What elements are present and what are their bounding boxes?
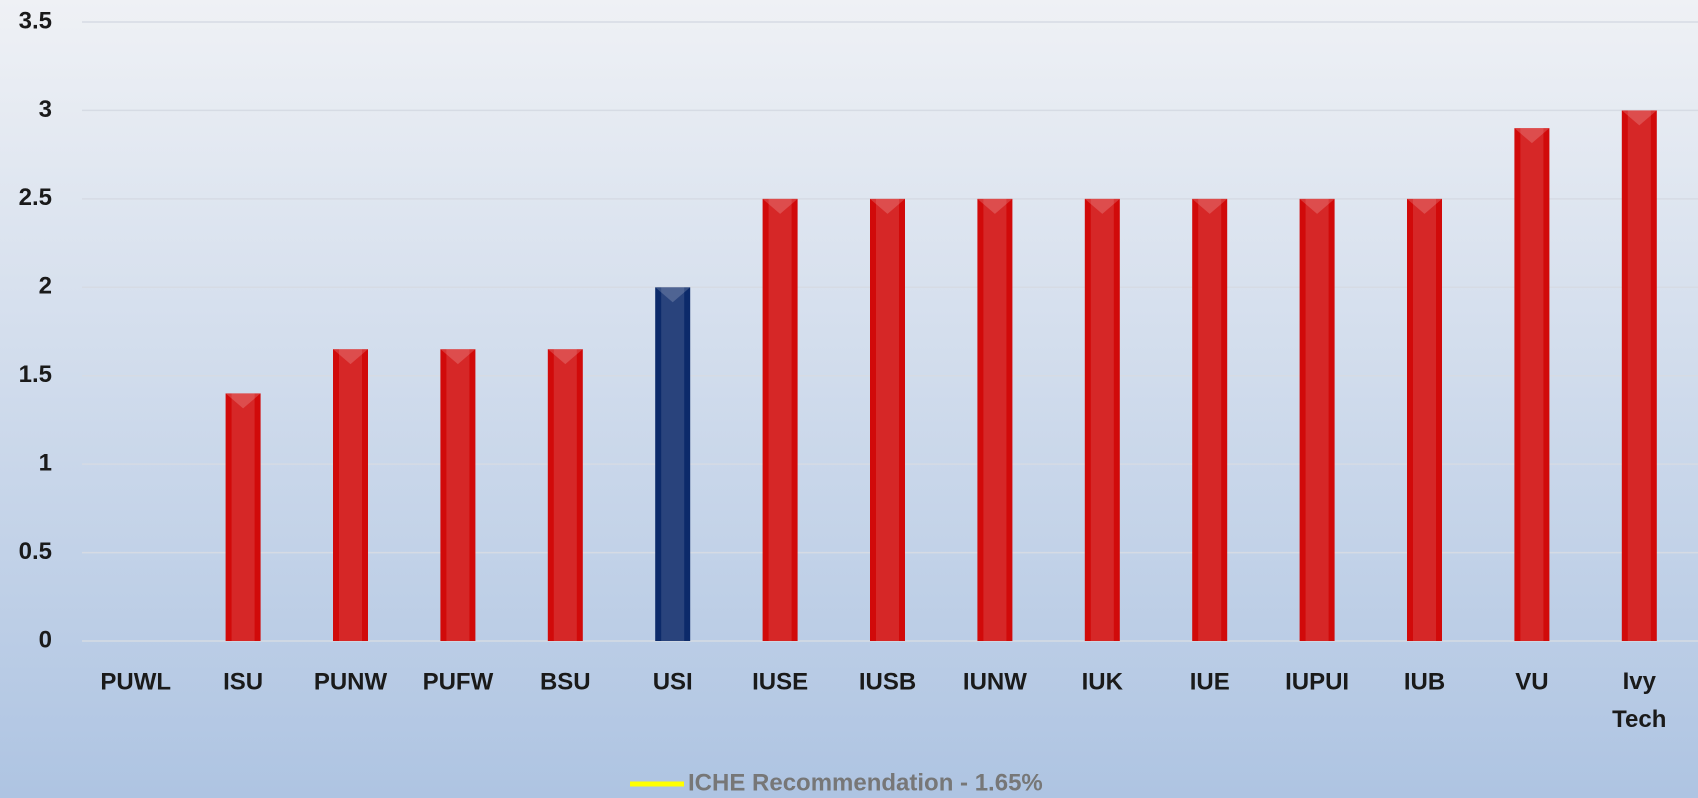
x-tick-label: IUSE [752,668,808,695]
x-tick-label: IUNW [963,668,1027,695]
bar [655,287,691,641]
bar [977,198,1013,641]
x-tick-label: PUWL [100,668,171,695]
x-tick-label: IUK [1082,668,1124,695]
bar [333,349,368,641]
legend-label: ICHE Recommendation - 1.65% [688,769,1043,796]
x-tick-label: BSU [540,668,591,695]
bar [1084,198,1120,641]
x-tick-label: PUNW [314,668,388,695]
x-tick-label: PUFW [423,668,494,695]
x-tick-label: IUE [1190,668,1230,695]
y-tick-label: 2 [39,273,52,300]
x-tick-label: ISU [223,668,263,695]
bar [1299,198,1335,641]
bar [1514,128,1550,642]
x-tick-label: IUPUI [1285,668,1349,695]
bar [1407,198,1442,641]
x-tick-label: IUSB [859,668,916,695]
y-tick-label: 3 [39,96,52,123]
x-tick-label: USI [653,668,693,695]
y-tick-label: 1 [39,449,52,476]
x-tick-label: VU [1515,668,1548,695]
y-tick-label: 3.5 [19,7,52,34]
x-tick-label: IUB [1404,668,1445,695]
bar [225,393,261,641]
bar [1621,110,1657,641]
bar [762,198,798,641]
bar [547,349,583,641]
y-tick-label: 2.5 [19,184,52,211]
bar [440,349,476,641]
x-tick-label: Ivy Tech [1612,668,1666,733]
bar [1192,198,1228,641]
y-tick-label: 0 [39,626,52,653]
y-tick-label: 0.5 [19,538,52,565]
bar [870,198,905,641]
y-tick-label: 1.5 [19,361,52,388]
